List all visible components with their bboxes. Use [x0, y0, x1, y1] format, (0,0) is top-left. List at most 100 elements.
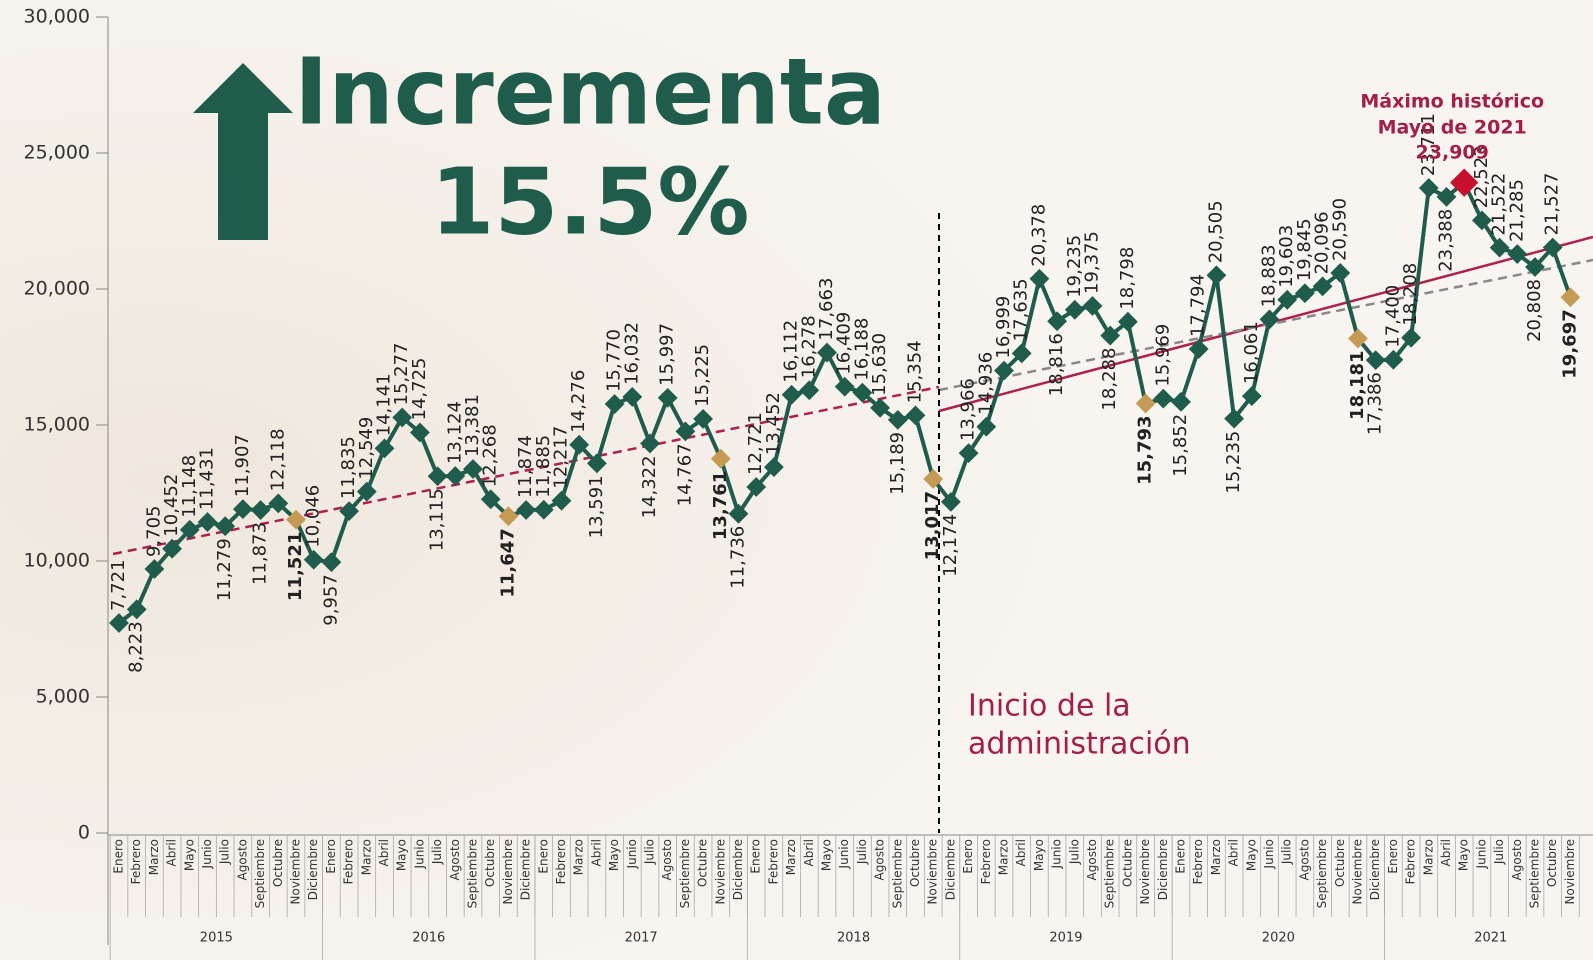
- value-label: 16,999: [993, 296, 1014, 359]
- value-label: 12,721: [745, 412, 766, 475]
- month-label: Julio: [643, 839, 657, 865]
- month-label: Mayo: [607, 839, 621, 871]
- value-label: 10,452: [161, 474, 182, 537]
- month-label: Junio: [1262, 839, 1276, 869]
- y-tick-label: 5,000: [36, 686, 90, 708]
- month-label: Marzo: [572, 839, 586, 875]
- data-point: [905, 405, 926, 426]
- data-point: [640, 433, 660, 454]
- value-label: 16,061: [1241, 321, 1262, 384]
- value-label: 15,997: [657, 323, 678, 386]
- highlight-label: 11,647: [497, 528, 518, 597]
- month-label: Febrero: [979, 839, 993, 884]
- value-label: 19,375: [1082, 231, 1103, 294]
- month-label: Septiembre: [678, 839, 692, 908]
- month-label: Enero: [324, 839, 338, 874]
- value-label: 13,381: [462, 394, 483, 457]
- value-label: 19,235: [1064, 235, 1085, 298]
- admin-annotation: Inicio de la: [968, 689, 1131, 724]
- month-label: Febrero: [766, 839, 780, 884]
- value-label: 18,288: [1099, 348, 1120, 411]
- month-label: Septiembre: [253, 839, 267, 908]
- data-point: [533, 499, 554, 520]
- up-arrow: [193, 63, 293, 240]
- data-point: [569, 434, 590, 455]
- highlight-label: 13,017: [922, 491, 943, 560]
- month-label: Enero: [749, 839, 763, 874]
- data-point: [1047, 311, 1067, 332]
- value-label: 14,276: [568, 370, 589, 433]
- month-label: Septiembre: [1528, 839, 1542, 908]
- month-label: Enero: [961, 839, 975, 874]
- month-label: Diciembre: [519, 839, 533, 900]
- month-label: Marzo: [1421, 839, 1435, 875]
- data-point: [1241, 386, 1262, 407]
- month-label: Abril: [377, 839, 391, 866]
- month-label: Agosto: [235, 839, 249, 880]
- data-point: [1418, 178, 1439, 198]
- value-label: 12,174: [940, 514, 961, 577]
- data-point: [834, 376, 855, 397]
- data-point: [976, 416, 997, 437]
- value-label: 11,736: [728, 526, 749, 589]
- max-annotation: Máximo histórico: [1360, 91, 1544, 113]
- month-label: Octubre: [1333, 839, 1347, 887]
- month-label: Junio: [412, 839, 426, 869]
- month-label: Octubre: [483, 839, 497, 887]
- value-label: 19,845: [1294, 218, 1315, 281]
- month-label: Marzo: [784, 839, 798, 875]
- month-label: Agosto: [448, 839, 462, 880]
- data-point: [286, 509, 306, 530]
- headline-value: 15.5%: [430, 148, 749, 255]
- value-label: 15,354: [905, 340, 926, 403]
- value-label: 23,711: [1418, 113, 1439, 176]
- value-label: 11,907: [232, 434, 253, 497]
- month-label: Abril: [589, 839, 603, 866]
- data-point: [1171, 391, 1191, 412]
- value-label: 15,852: [1170, 414, 1191, 477]
- value-label: 13,124: [444, 401, 465, 464]
- value-label: 13,591: [586, 475, 607, 538]
- data-point: [1365, 350, 1386, 371]
- month-label: Junio: [1474, 839, 1488, 869]
- data-point: [870, 397, 890, 418]
- value-label: 11,873: [250, 522, 271, 585]
- month-label: Octubre: [696, 839, 710, 887]
- data-point: [1206, 265, 1227, 286]
- data-point: [1383, 349, 1404, 370]
- month-label: Enero: [1174, 839, 1188, 874]
- value-label: 20,590: [1329, 198, 1350, 261]
- value-label: 11,431: [197, 447, 218, 510]
- value-label: 15,235: [1223, 431, 1244, 494]
- data-point: [657, 387, 678, 408]
- month-label: Abril: [802, 839, 816, 866]
- data-point: [1295, 283, 1315, 304]
- month-label: Junio: [837, 839, 851, 869]
- month-label: Febrero: [554, 839, 568, 884]
- data-point: [764, 457, 784, 478]
- data-point: [392, 407, 413, 428]
- month-label: Octubre: [1120, 839, 1134, 887]
- month-label: Mayo: [1457, 839, 1471, 871]
- data-point: [1312, 276, 1333, 297]
- headline: Incrementa: [294, 38, 886, 145]
- data-point: [427, 466, 448, 487]
- data-point: [994, 360, 1014, 381]
- year-label: 2020: [1262, 931, 1295, 946]
- data-point: [1118, 311, 1138, 332]
- month-label: Mayo: [1244, 839, 1258, 871]
- value-label: 20,378: [1028, 204, 1049, 267]
- data-point: [887, 409, 908, 430]
- value-label: 21,285: [1506, 179, 1527, 242]
- month-label: Abril: [1014, 839, 1028, 866]
- value-label: 16,278: [798, 315, 819, 378]
- month-label: Noviembre: [926, 839, 940, 905]
- month-label: Diciembre: [731, 839, 745, 900]
- data-point: [480, 489, 501, 510]
- data-point: [1450, 168, 1479, 197]
- month-label: Junio: [1050, 839, 1064, 869]
- value-label: 16,409: [834, 312, 855, 375]
- value-label: 16,188: [851, 318, 872, 381]
- value-label: 18,883: [1259, 244, 1280, 307]
